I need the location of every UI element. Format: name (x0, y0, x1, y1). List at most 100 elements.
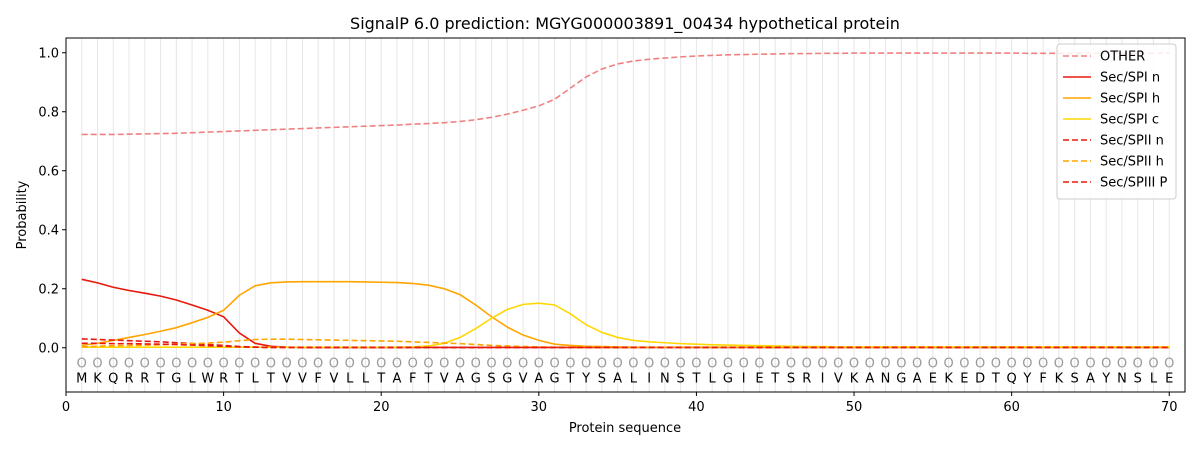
region-label: O (171, 357, 181, 372)
region-label: O (754, 357, 764, 372)
residue-letter: I (821, 371, 825, 386)
y-tick-label: 0.4 (38, 223, 59, 238)
residue-letter: N (881, 371, 891, 386)
region-label: O (928, 357, 938, 372)
region-label: O (865, 357, 875, 372)
y-tick-label: 0.8 (38, 105, 59, 120)
residue-letter: S (1071, 371, 1079, 386)
region-label: O (723, 357, 733, 372)
residue-letter: K (850, 371, 859, 386)
region-label: O (218, 357, 228, 372)
residue-letter: T (156, 371, 165, 386)
residue-letter: R (125, 371, 134, 386)
y-axis: 0.0 0.2 0.4 0.6 0.8 1.0 (38, 46, 66, 356)
region-label: O (1085, 357, 1095, 372)
residue-letter: T (991, 371, 1000, 386)
residue-letter: G (502, 371, 512, 386)
residue-letter: V (298, 371, 307, 386)
residue-letter: A (1086, 371, 1095, 386)
region-label: O (1038, 357, 1048, 372)
x-tick-label: 40 (688, 400, 705, 415)
region-label: O (817, 357, 827, 372)
region-label: O (676, 357, 686, 372)
region-label: O (234, 357, 244, 372)
residue-letter: I (742, 371, 746, 386)
residue-letter: G (471, 371, 481, 386)
x-tick-label: 20 (373, 400, 390, 415)
residue-letter: L (709, 371, 717, 386)
region-label: O (329, 357, 339, 372)
x-tick-label: 30 (531, 400, 548, 415)
region-label: O (739, 357, 749, 372)
residue-letter: Y (1101, 371, 1110, 386)
region-label: O (943, 357, 953, 372)
residue-letter: L (630, 371, 638, 386)
residue-letter: L (346, 371, 354, 386)
region-label: O (644, 357, 654, 372)
region-label: O (660, 357, 670, 372)
residue-letter: T (424, 371, 433, 386)
residue-letter: F (409, 371, 416, 386)
region-label: O (597, 357, 607, 372)
region-label: O (1117, 357, 1127, 372)
legend-label: Sec/SPII n (1100, 134, 1164, 149)
residue-letter: R (219, 371, 228, 386)
region-label: O (613, 357, 623, 372)
residue-letter: T (376, 371, 385, 386)
residue-letter: E (960, 371, 968, 386)
region-label: O (250, 357, 260, 372)
region-label: O (92, 357, 102, 372)
legend: OTHER Sec/SPI n Sec/SPI h Sec/SPI c Sec/SPII… (1056, 43, 1177, 200)
region-label: O (1133, 357, 1143, 372)
region-label: O (959, 357, 969, 372)
series-line (81, 342, 1170, 349)
residue-letter: A (534, 371, 543, 386)
residue-letter: T (266, 371, 275, 386)
region-label: O (408, 357, 418, 372)
region-label: O (1070, 357, 1080, 372)
legend-label: Sec/SPII h (1100, 155, 1164, 170)
region-label: O (628, 357, 638, 372)
region-label: O (77, 357, 87, 372)
region-label: O (833, 357, 843, 372)
legend-label: Sec/SPI h (1100, 92, 1160, 107)
region-label: O (297, 357, 307, 372)
residue-letter: G (550, 371, 560, 386)
region-label: O (282, 357, 292, 372)
legend-label: OTHER (1100, 50, 1145, 65)
region-label: O (1054, 357, 1064, 372)
residue-letter: Y (581, 371, 590, 386)
region-label: O (880, 357, 890, 372)
residue-letter: V (519, 371, 528, 386)
residue-letter: A (613, 371, 622, 386)
residue-letter: A (456, 371, 465, 386)
region-label: O (912, 357, 922, 372)
region-label: O (345, 357, 355, 372)
residue-letter: N (660, 371, 670, 386)
residue-letter: G (723, 371, 733, 386)
x-tick-label: 60 (1003, 400, 1020, 415)
residue-letter: A (913, 371, 922, 386)
region-label: O (518, 357, 528, 372)
residue-letter: V (440, 371, 449, 386)
residue-letter: E (755, 371, 763, 386)
region-label: O (455, 357, 465, 372)
residue-letter: Q (108, 371, 118, 386)
region-label: O (502, 357, 512, 372)
residue-letter: S (677, 371, 685, 386)
region-label: O (770, 357, 780, 372)
residue-letter: V (329, 371, 338, 386)
residue-letter: I (647, 371, 651, 386)
y-tick-label: 0.2 (38, 282, 59, 297)
residue-letter: G (171, 371, 181, 386)
region-label: O (1148, 357, 1158, 372)
residue-letter: K (944, 371, 953, 386)
residue-letter: E (1165, 371, 1173, 386)
y-tick-label: 0.6 (38, 164, 59, 179)
x-tick-label: 0 (62, 400, 70, 415)
residue-letter: F (1039, 371, 1046, 386)
residue-letter: N (1117, 371, 1127, 386)
region-label: O (376, 357, 386, 372)
region-label: O (1101, 357, 1111, 372)
